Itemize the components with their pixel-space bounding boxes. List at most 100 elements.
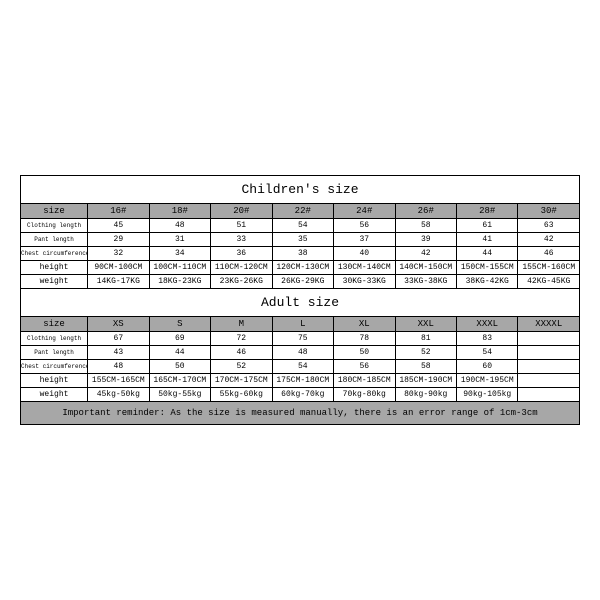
data-cell: 43 [88,346,149,360]
data-cell: 80kg-90kg [395,388,456,402]
size-cell: 20# [211,204,272,219]
data-cell: 50kg-55kg [149,388,210,402]
data-cell: 63 [518,219,580,233]
table-row: height 90CM-100CM100CM-110CM110CM-120CM 1… [21,261,580,275]
size-cell: 16# [88,204,149,219]
data-cell: 42KG-45KG [518,275,580,289]
data-cell: 26KG-29KG [272,275,333,289]
size-cell: S [149,317,210,332]
data-cell: 44 [456,247,517,261]
data-cell [518,332,580,346]
size-table: Children's size size 16# 18# 20# 22# 24#… [20,175,580,425]
row-label: height [21,261,88,275]
row-label: Chest circumference 1/2 [21,360,88,374]
data-cell: 45 [88,219,149,233]
data-cell: 185CM-190CM [395,374,456,388]
data-cell: 39 [395,233,456,247]
data-cell: 50 [334,346,395,360]
data-cell: 90kg-105kg [456,388,517,402]
data-cell: 61 [456,219,517,233]
data-cell: 58 [395,219,456,233]
data-cell: 14KG-17KG [88,275,149,289]
size-cell: XXXL [456,317,517,332]
data-cell: 54 [456,346,517,360]
size-cell: M [211,317,272,332]
size-cell: XS [88,317,149,332]
size-cell: L [272,317,333,332]
row-label: Pant length [21,346,88,360]
data-cell: 70kg-80kg [334,388,395,402]
data-cell: 81 [395,332,456,346]
size-cell: 26# [395,204,456,219]
data-cell: 58 [395,360,456,374]
data-cell: 110CM-120CM [211,261,272,275]
data-cell: 60 [456,360,517,374]
data-cell: 18KG-23KG [149,275,210,289]
data-cell: 44 [149,346,210,360]
data-cell: 100CM-110CM [149,261,210,275]
data-cell: 150CM-155CM [456,261,517,275]
children-size-row: size 16# 18# 20# 22# 24# 26# 28# 30# [21,204,580,219]
data-cell: 90CM-100CM [88,261,149,275]
size-chart: Children's size size 16# 18# 20# 22# 24#… [20,175,580,425]
data-cell: 38KG-42KG [456,275,517,289]
data-cell: 35 [272,233,333,247]
table-row: Pant length 2931333537394142 [21,233,580,247]
row-label: weight [21,388,88,402]
data-cell: 33 [211,233,272,247]
data-cell: 155CM-165CM [88,374,149,388]
data-cell: 52 [211,360,272,374]
data-cell: 46 [211,346,272,360]
row-label: Pant length [21,233,88,247]
reminder-text: Important reminder: As the size is measu… [21,402,580,425]
data-cell: 37 [334,233,395,247]
data-cell: 33KG-38KG [395,275,456,289]
data-cell: 69 [149,332,210,346]
size-cell: XXL [395,317,456,332]
row-label: Clothing length [21,332,88,346]
data-cell: 42 [518,233,580,247]
size-cell: XXXXL [518,317,580,332]
data-cell [518,374,580,388]
data-cell: 50 [149,360,210,374]
data-cell: 175CM-180CM [272,374,333,388]
adult-size-row: size XSSMLXLXXLXXXLXXXXL [21,317,580,332]
data-cell: 83 [456,332,517,346]
data-cell: 54 [272,360,333,374]
data-cell: 36 [211,247,272,261]
data-cell: 29 [88,233,149,247]
data-cell: 34 [149,247,210,261]
data-cell: 155CM-160CM [518,261,580,275]
data-cell: 75 [272,332,333,346]
data-cell [518,360,580,374]
row-label: weight [21,275,88,289]
size-cell: 22# [272,204,333,219]
data-cell: 180CM-185CM [334,374,395,388]
children-title: Children's size [21,176,580,204]
data-cell: 45kg-50kg [88,388,149,402]
data-cell: 67 [88,332,149,346]
data-cell: 72 [211,332,272,346]
data-cell [518,388,580,402]
table-row: Clothing length 67697275788183 [21,332,580,346]
size-cell: XL [334,317,395,332]
data-cell: 32 [88,247,149,261]
data-cell: 41 [456,233,517,247]
data-cell: 46 [518,247,580,261]
data-cell: 190CM-195CM [456,374,517,388]
table-row: height 155CM-165CM165CM-170CM170CM-175CM… [21,374,580,388]
data-cell: 54 [272,219,333,233]
adult-title: Adult size [21,289,580,317]
data-cell: 130CM-140CM [334,261,395,275]
row-label: Clothing length [21,219,88,233]
data-cell [518,346,580,360]
data-cell: 30KG-33KG [334,275,395,289]
data-cell: 60kg-70kg [272,388,333,402]
table-row: Pant length 43444648505254 [21,346,580,360]
size-cell: 18# [149,204,210,219]
data-cell: 42 [395,247,456,261]
row-label: height [21,374,88,388]
data-cell: 51 [211,219,272,233]
data-cell: 31 [149,233,210,247]
data-cell: 165CM-170CM [149,374,210,388]
